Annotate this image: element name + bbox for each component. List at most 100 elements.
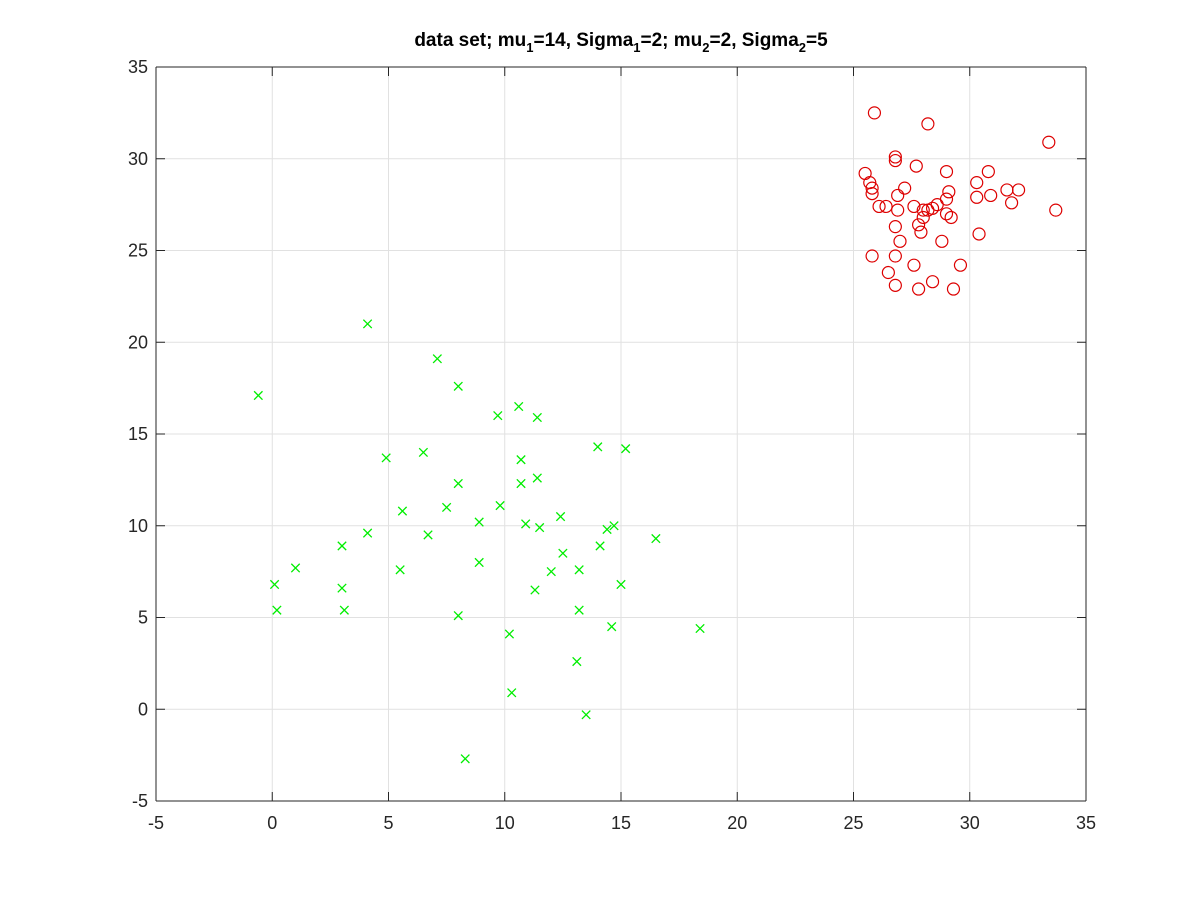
cross-stroke <box>432 354 442 364</box>
cross-marker <box>337 583 347 593</box>
cross-stroke <box>609 521 619 531</box>
circle-marker <box>865 249 879 263</box>
cross-stroke <box>504 629 515 639</box>
circle-marker <box>893 234 907 248</box>
cross-stroke <box>441 502 452 513</box>
cross-stroke <box>574 565 584 575</box>
cross-stroke <box>460 754 470 764</box>
cross-stroke <box>362 528 373 538</box>
circle-marker <box>911 218 926 232</box>
circle-marker <box>970 176 984 190</box>
cross-stroke <box>534 522 545 533</box>
cross-stroke <box>516 455 526 465</box>
circle-marker <box>879 199 893 214</box>
cross-marker <box>581 710 591 720</box>
y-tick-label: -5 <box>132 791 148 811</box>
cross-stroke <box>397 506 408 516</box>
cross-marker <box>272 605 282 615</box>
cross-stroke <box>474 517 484 527</box>
cross-stroke <box>607 622 617 632</box>
circle-marker <box>981 164 995 179</box>
cross-marker <box>362 319 373 329</box>
cross-stroke <box>507 688 517 698</box>
title-subscript: 2 <box>799 40 806 55</box>
circle-marker <box>972 227 986 241</box>
cross-marker <box>395 565 405 575</box>
cross-marker <box>574 565 584 575</box>
cross-marker <box>521 519 531 529</box>
cross-stroke <box>339 605 349 615</box>
circle-marker <box>970 190 984 204</box>
cross-stroke <box>530 585 540 595</box>
y-tick-label: 0 <box>138 699 148 719</box>
cross-marker <box>381 453 391 463</box>
y-tick-label: 25 <box>128 241 148 261</box>
circle-marker <box>865 181 879 195</box>
circle-marker <box>916 210 930 225</box>
cross-marker <box>453 381 463 391</box>
circle-marker <box>1011 183 1026 197</box>
circle-marker <box>888 220 902 234</box>
cross-marker <box>397 506 408 516</box>
cross-marker <box>609 521 619 531</box>
cross-stroke <box>495 500 505 511</box>
circle-marker <box>1004 196 1019 210</box>
circle-marker <box>881 265 895 280</box>
y-tick-label: 5 <box>138 608 148 628</box>
cross-marker <box>532 473 542 483</box>
circle-marker <box>907 199 921 214</box>
cross-stroke <box>423 530 433 540</box>
cross-stroke <box>695 623 705 634</box>
circle-marker <box>1049 203 1063 217</box>
circle-marker <box>888 249 902 263</box>
x-tick-label: 15 <box>611 813 631 833</box>
cross-marker <box>574 605 584 615</box>
cross-marker <box>441 502 452 513</box>
cross-stroke <box>602 524 612 535</box>
cross-marker <box>460 754 470 764</box>
cross-stroke <box>474 557 484 568</box>
cross-stroke <box>616 579 626 590</box>
cross-marker <box>423 530 433 540</box>
cross-stroke <box>395 565 405 575</box>
x-tick-label: -5 <box>148 813 164 833</box>
cross-stroke <box>493 410 503 421</box>
cross-marker <box>514 401 524 412</box>
title-part: =5 <box>806 30 828 51</box>
cross-marker <box>595 541 605 551</box>
grid <box>156 67 1086 801</box>
circle-marker <box>907 258 921 272</box>
cross-marker <box>572 656 582 667</box>
cross-marker <box>651 533 661 544</box>
circle-marker <box>865 187 879 201</box>
x-tick-label: 5 <box>383 813 393 833</box>
cross-stroke <box>555 511 566 522</box>
circle-marker <box>911 282 926 296</box>
circle-marker <box>953 258 968 272</box>
circle-marker <box>891 203 905 217</box>
cross-stroke <box>546 566 556 577</box>
data-points <box>253 106 1063 764</box>
cross-stroke <box>532 473 542 483</box>
title-subscript: 1 <box>526 40 533 55</box>
circle-marker <box>984 188 998 203</box>
x-tick-label: 25 <box>843 813 863 833</box>
y-tick-label: 20 <box>128 332 148 352</box>
cross-stroke <box>453 381 463 391</box>
cross-marker <box>534 522 545 533</box>
cross-marker <box>453 478 463 489</box>
circle-marker <box>935 234 949 248</box>
title-part: =14, Sigma <box>533 30 633 51</box>
cross-stroke <box>595 541 605 551</box>
circle-marker <box>939 164 954 179</box>
chart-title: data set; mu1=14, Sigma1=2; mu2=2, Sigma… <box>414 30 828 55</box>
cross-marker <box>504 629 515 639</box>
circle-marker <box>916 203 930 217</box>
x-tick-label: 20 <box>727 813 747 833</box>
circle-marker <box>921 117 935 131</box>
cross-marker <box>507 688 517 698</box>
cross-marker <box>290 563 301 573</box>
cross-marker <box>474 517 484 527</box>
y-tick-label: 15 <box>128 424 148 444</box>
